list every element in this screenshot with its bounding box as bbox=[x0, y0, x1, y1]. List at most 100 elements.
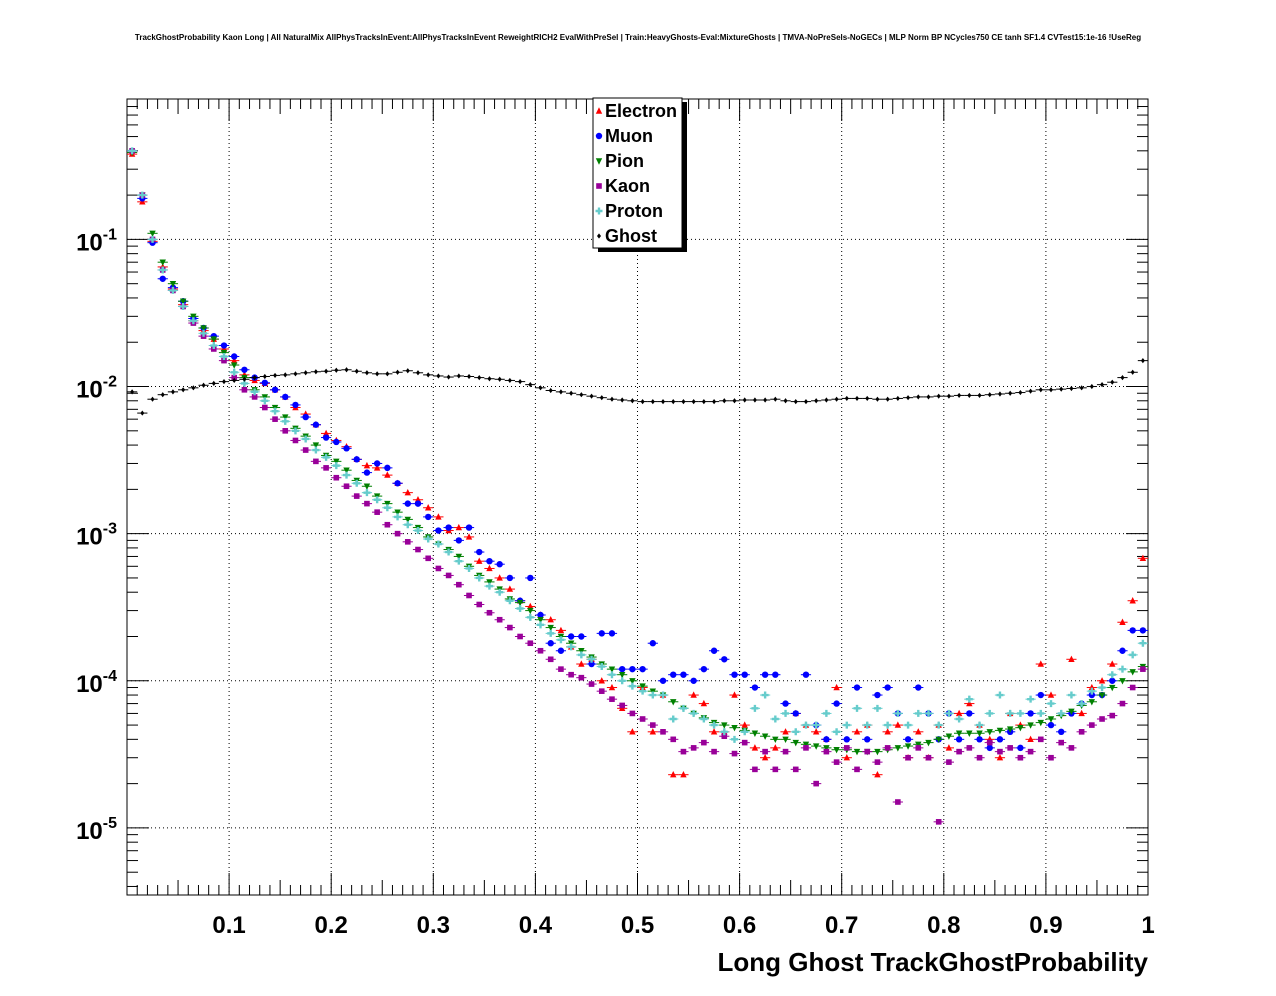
data-point-pion bbox=[1006, 726, 1014, 733]
data-point-pion bbox=[1098, 692, 1106, 699]
data-point-electron bbox=[955, 709, 963, 717]
data-point-ghost bbox=[630, 398, 635, 404]
data-point-pion bbox=[639, 683, 646, 690]
data-point-ghost bbox=[528, 382, 533, 388]
data-point-kaon bbox=[925, 754, 932, 761]
data-point-proton bbox=[353, 479, 361, 487]
legend-marker-ghost bbox=[597, 233, 601, 239]
data-point-proton bbox=[159, 266, 167, 274]
data-point-ghost bbox=[661, 398, 666, 405]
data-point-kaon bbox=[619, 702, 625, 709]
data-point-kaon bbox=[864, 748, 871, 755]
data-point-ghost bbox=[242, 376, 247, 382]
data-point-kaon bbox=[660, 729, 666, 735]
data-point-proton bbox=[577, 651, 585, 659]
data-point-proton bbox=[730, 735, 738, 743]
data-point-muon bbox=[761, 671, 769, 678]
data-point-kaon bbox=[854, 766, 860, 773]
data-point-proton bbox=[782, 709, 790, 717]
data-point-kaon bbox=[874, 759, 881, 765]
data-point-pion bbox=[179, 298, 187, 305]
data-point-muon bbox=[864, 736, 871, 743]
x-tick-label: 0.8 bbox=[927, 912, 960, 939]
data-point-muon bbox=[322, 434, 330, 441]
data-point-ghost bbox=[936, 393, 941, 399]
legend-label-proton: Proton bbox=[605, 201, 663, 221]
data-point-ghost bbox=[620, 397, 625, 403]
data-point-pion bbox=[537, 617, 544, 624]
data-point-ghost bbox=[262, 373, 267, 380]
data-point-ghost bbox=[385, 371, 390, 377]
data-point-proton bbox=[485, 582, 493, 590]
data-point-muon bbox=[241, 366, 248, 373]
data-point-proton bbox=[363, 489, 371, 497]
data-point-electron bbox=[761, 754, 769, 761]
data-point-muon bbox=[547, 640, 554, 647]
data-point-proton bbox=[986, 709, 994, 717]
data-point-electron bbox=[465, 533, 473, 540]
data-point-ghost bbox=[467, 373, 472, 380]
data-point-kaon bbox=[1099, 716, 1105, 722]
data-point-kaon bbox=[251, 394, 258, 400]
data-point-electron bbox=[435, 513, 442, 520]
data-point-pion bbox=[363, 483, 371, 490]
data-point-pion bbox=[1047, 716, 1055, 723]
data-point-ghost bbox=[181, 387, 186, 393]
data-point-proton bbox=[792, 728, 800, 736]
data-point-muon bbox=[843, 736, 851, 743]
data-point-muon bbox=[741, 671, 748, 678]
data-point-muon bbox=[373, 460, 381, 467]
data-point-proton bbox=[1129, 651, 1137, 659]
data-point-electron bbox=[547, 616, 554, 623]
data-point-ghost bbox=[793, 398, 798, 405]
data-point-ghost bbox=[569, 390, 574, 396]
data-point-electron bbox=[680, 770, 687, 778]
data-point-electron bbox=[1047, 691, 1055, 698]
data-point-proton bbox=[383, 504, 391, 512]
data-point-proton bbox=[1098, 684, 1106, 692]
data-point-muon bbox=[802, 671, 810, 678]
data-point-electron bbox=[751, 744, 759, 751]
data-point-kaon bbox=[762, 748, 768, 755]
data-point-ghost bbox=[579, 392, 584, 398]
data-point-muon bbox=[220, 342, 228, 349]
data-point-ghost bbox=[548, 387, 553, 394]
data-point-electron bbox=[231, 356, 238, 364]
data-point-pion bbox=[955, 730, 963, 737]
data-point-kaon bbox=[721, 733, 728, 740]
data-point-kaon bbox=[496, 616, 503, 623]
data-point-pion bbox=[231, 362, 238, 369]
data-point-muon bbox=[527, 574, 534, 582]
data-point-ghost bbox=[906, 395, 911, 401]
data-point-kaon bbox=[302, 447, 309, 453]
legend-marker-muon bbox=[595, 132, 603, 140]
data-point-ghost bbox=[997, 391, 1002, 397]
data-point-pion bbox=[751, 730, 759, 737]
data-point-muon bbox=[1119, 647, 1126, 654]
data-point-kaon bbox=[558, 666, 564, 672]
data-point-muon bbox=[782, 700, 789, 707]
data-point-pion bbox=[618, 671, 626, 679]
data-point-ghost bbox=[160, 392, 165, 398]
data-point-pion bbox=[1109, 684, 1116, 692]
data-point-proton bbox=[251, 388, 259, 396]
data-point-kaon bbox=[782, 748, 789, 755]
data-point-proton bbox=[475, 574, 483, 582]
data-point-proton bbox=[138, 191, 146, 199]
data-point-pion bbox=[1017, 724, 1024, 732]
data-point-muon bbox=[465, 524, 473, 531]
data-point-muon bbox=[404, 500, 411, 507]
data-point-proton bbox=[1057, 709, 1065, 717]
data-point-pion bbox=[986, 729, 993, 736]
data-point-kaon bbox=[1078, 729, 1085, 735]
data-point-ghost bbox=[1008, 390, 1013, 396]
x-tick-label: 0.9 bbox=[1029, 912, 1062, 939]
data-point-electron bbox=[741, 721, 748, 728]
data-point-kaon bbox=[772, 766, 779, 773]
data-point-muon bbox=[680, 671, 687, 678]
data-point-electron bbox=[414, 496, 422, 503]
data-point-proton bbox=[445, 548, 453, 556]
data-point-ghost bbox=[170, 389, 175, 395]
legend-marker-pion bbox=[595, 158, 603, 165]
data-point-ghost bbox=[1059, 386, 1064, 392]
